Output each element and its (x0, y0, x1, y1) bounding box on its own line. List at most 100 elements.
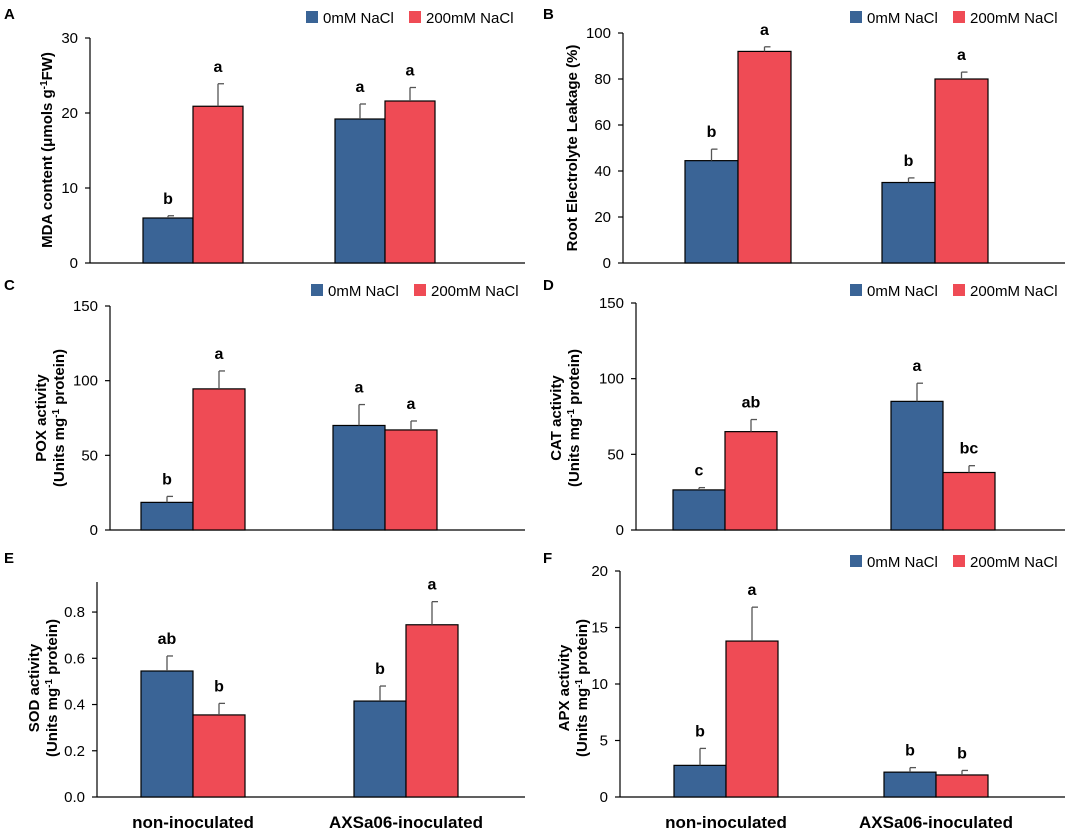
y-tick-label: 15 (591, 620, 608, 637)
bar-0mm-non-inoculated (140, 670, 194, 798)
y-axis-label: CAT activity (548, 375, 565, 461)
bar-200mm-axsa06-inoculated (934, 78, 989, 264)
significance-letter: b (957, 745, 967, 762)
panel-f: F 0 5 10 15 20 APX activity (Units mg-1 protein… (543, 550, 1065, 832)
y-tick-label: 0 (90, 522, 98, 539)
y-tick-label: 40 (594, 163, 611, 180)
significance-letter: b (905, 743, 915, 760)
y-tick-label: 150 (73, 298, 98, 315)
significance-letter: a (760, 22, 769, 39)
x-category-label: AXSa06-inoculated (329, 813, 483, 832)
y-tick-label: 50 (607, 446, 624, 463)
y-tick-label: 0.8 (64, 604, 85, 621)
y-axis-label-part: Root Electrolyte Leakage (%) (564, 45, 581, 252)
panel-letter: A (4, 6, 15, 23)
y-tick-label: 10 (591, 676, 608, 693)
y-tick-label: 100 (73, 373, 98, 390)
bar-200mm-axsa06-inoculated (384, 429, 438, 531)
bar-200mm-non-inoculated (737, 50, 792, 264)
y-tick-label: 20 (594, 209, 611, 226)
y-axis-label-part: -1 (51, 409, 62, 418)
y-axis-label-part: -1 (574, 679, 585, 688)
significance-letter: b (214, 678, 224, 695)
significance-letter: a (407, 396, 416, 413)
panel-letter: F (543, 550, 552, 567)
significance-letter: b (163, 191, 173, 208)
y-axis-label-part: -1 (39, 80, 50, 89)
legend-swatch-200mm (414, 284, 426, 296)
legend-swatch-200mm (409, 11, 421, 23)
panel-e: E 0.0 0.2 0.4 0.6 0.8 SOD activity (Units mg-1 … (4, 550, 525, 832)
y-tick-label: 5 (600, 733, 608, 750)
y-tick-label: 60 (594, 117, 611, 134)
y-tick-label: 0.0 (64, 789, 85, 806)
legend-label-0mm: 0mM NaCl (867, 283, 938, 300)
legend-swatch-200mm (953, 284, 965, 296)
bar-200mm-non-inoculated (192, 714, 246, 798)
bar-0mm-non-inoculated (684, 160, 739, 264)
bar-200mm-non-inoculated (725, 640, 779, 798)
bar-0mm-axsa06-inoculated (881, 181, 936, 264)
legend-label-0mm: 0mM NaCl (328, 283, 399, 300)
legend-label-0mm: 0mM NaCl (867, 554, 938, 571)
significance-letter: a (428, 577, 437, 594)
y-axis-label-units: (Units mg-1 protein) (51, 349, 69, 487)
y-axis-label-units: (Units mg-1 protein) (44, 619, 62, 757)
y-axis-label-part: protein) (574, 619, 591, 679)
legend-swatch-0mm (850, 555, 862, 567)
bar-0mm-non-inoculated (673, 764, 727, 798)
significance-letter: ab (742, 395, 761, 412)
bar-200mm-axsa06-inoculated (935, 774, 989, 798)
significance-letter: b (707, 124, 717, 141)
bar-0mm-axsa06-inoculated (332, 424, 386, 531)
y-tick-label: 80 (594, 71, 611, 88)
y-tick-label: 0.4 (64, 697, 85, 714)
y-tick-label: 0.6 (64, 650, 85, 667)
y-tick-label: 10 (61, 180, 78, 197)
legend-label-200mm: 200mM NaCl (970, 10, 1058, 27)
y-tick-label: 50 (81, 447, 98, 464)
bar-0mm-non-inoculated (672, 489, 726, 531)
y-tick-label: 100 (599, 371, 624, 388)
significance-letter: ab (158, 631, 177, 648)
legend-swatch-0mm (311, 284, 323, 296)
bar-0mm-non-inoculated (142, 217, 194, 264)
y-tick-label: 0 (616, 522, 624, 539)
legend-label-200mm: 200mM NaCl (970, 554, 1058, 571)
y-axis-label-units: (Units mg-1 protein) (574, 619, 592, 757)
y-tick-label: 30 (61, 30, 78, 47)
x-category-label: non-inoculated (665, 813, 787, 832)
significance-letter: b (904, 153, 914, 170)
legend-swatch-0mm (306, 11, 318, 23)
panel-c: C 0 50 100 150 POX activity (Units mg-1 protei… (4, 277, 525, 539)
panel-letter: D (543, 277, 554, 294)
legend-label-200mm: 200mM NaCl (431, 283, 519, 300)
y-tick-label: 100 (586, 25, 611, 42)
bar-0mm-axsa06-inoculated (353, 700, 407, 798)
y-axis-label-part: MDA content (μmols g (39, 89, 56, 248)
y-axis-label-part: (Units mg (51, 418, 68, 487)
legend-label-200mm: 200mM NaCl (426, 10, 514, 27)
legend-swatch-0mm (850, 11, 862, 23)
legend-label-0mm: 0mM NaCl (867, 10, 938, 27)
panel-d: D 0 50 100 150 CAT activity (Units mg-1 protei… (543, 277, 1065, 539)
bar-200mm-non-inoculated (192, 388, 246, 531)
y-tick-label: 20 (61, 105, 78, 122)
legend-swatch-200mm (953, 555, 965, 567)
legend-label-200mm: 200mM NaCl (970, 283, 1058, 300)
y-axis-label-part: protein) (44, 619, 61, 679)
bar-0mm-axsa06-inoculated (890, 400, 944, 531)
legend-swatch-0mm (850, 284, 862, 296)
y-axis-label-part: (Units mg (44, 688, 61, 757)
legend-swatch-200mm (953, 11, 965, 23)
significance-letter: a (957, 47, 966, 64)
y-axis-label: POX activity (33, 374, 50, 462)
y-tick-label: 150 (599, 295, 624, 312)
bar-200mm-axsa06-inoculated (405, 624, 459, 798)
bar-200mm-axsa06-inoculated (942, 471, 996, 531)
significance-letter: a (355, 380, 364, 397)
significance-letter: a (214, 59, 223, 76)
y-tick-label: 20 (591, 563, 608, 580)
bar-200mm-non-inoculated (724, 431, 778, 531)
